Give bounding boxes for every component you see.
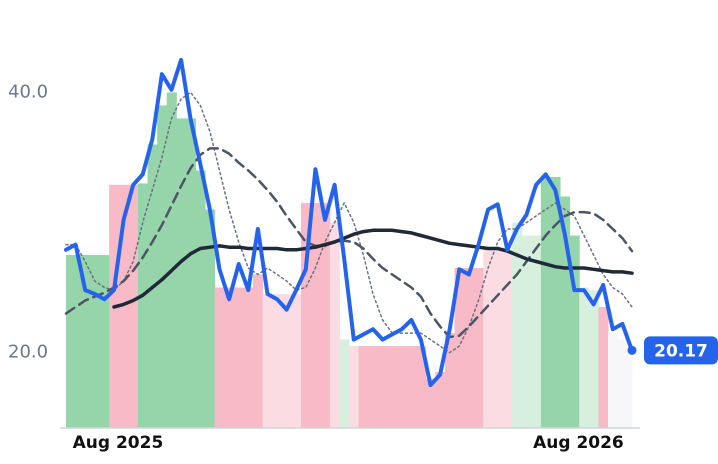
- band: [406, 346, 417, 428]
- band: [320, 202, 331, 428]
- band: [157, 105, 168, 428]
- band: [253, 274, 264, 428]
- band: [262, 294, 273, 428]
- last-value-label: 20.17: [654, 341, 708, 361]
- band: [387, 346, 398, 428]
- band: [454, 268, 465, 428]
- band: [66, 255, 72, 428]
- band: [358, 346, 369, 428]
- band: [281, 294, 292, 428]
- band: [272, 294, 283, 428]
- line-series: [112, 228, 634, 309]
- band: [425, 378, 436, 428]
- band: [118, 184, 129, 428]
- band: [521, 235, 532, 428]
- band: [579, 287, 590, 428]
- band: [128, 184, 139, 428]
- band: [550, 176, 561, 428]
- y-tick-label: 40.0: [8, 81, 48, 102]
- y-tick-label: 20.0: [8, 342, 48, 363]
- band: [89, 255, 101, 428]
- band: [310, 202, 321, 428]
- band: [70, 255, 81, 428]
- last-point: [627, 345, 637, 355]
- band: [377, 346, 388, 428]
- band: [608, 333, 619, 428]
- band: [214, 287, 225, 428]
- x-tick-label: Aug 2026: [533, 433, 624, 453]
- last-value-badge: [644, 336, 718, 365]
- band: [540, 176, 551, 428]
- band: [483, 248, 494, 428]
- band: [80, 255, 91, 428]
- band: [339, 339, 350, 428]
- band: [176, 118, 187, 428]
- band: [195, 170, 206, 428]
- band: [416, 346, 427, 428]
- band: [617, 339, 628, 428]
- band: [329, 222, 340, 428]
- band: [435, 372, 446, 428]
- band: [166, 92, 177, 429]
- band: [502, 248, 513, 428]
- line-series: [65, 91, 633, 354]
- band: [464, 268, 475, 428]
- band: [598, 307, 609, 428]
- band: [560, 196, 571, 428]
- line-series: [64, 147, 634, 339]
- band: [492, 248, 503, 428]
- band: [137, 183, 149, 428]
- band: [512, 222, 523, 428]
- band: [627, 352, 633, 428]
- band: [185, 118, 197, 428]
- band: [205, 209, 216, 428]
- line-series: [64, 57, 634, 388]
- band: [473, 268, 484, 428]
- band: [531, 235, 542, 428]
- band: [444, 333, 456, 428]
- x-tick-label: Aug 2025: [73, 433, 164, 453]
- band: [569, 235, 580, 428]
- band: [99, 255, 110, 428]
- band: [291, 294, 302, 428]
- band: [368, 346, 379, 428]
- band: [224, 287, 235, 428]
- band: [588, 290, 599, 428]
- band: [349, 346, 360, 428]
- band: [396, 346, 408, 428]
- band: [301, 202, 312, 428]
- band: [243, 287, 254, 428]
- band: [233, 287, 244, 428]
